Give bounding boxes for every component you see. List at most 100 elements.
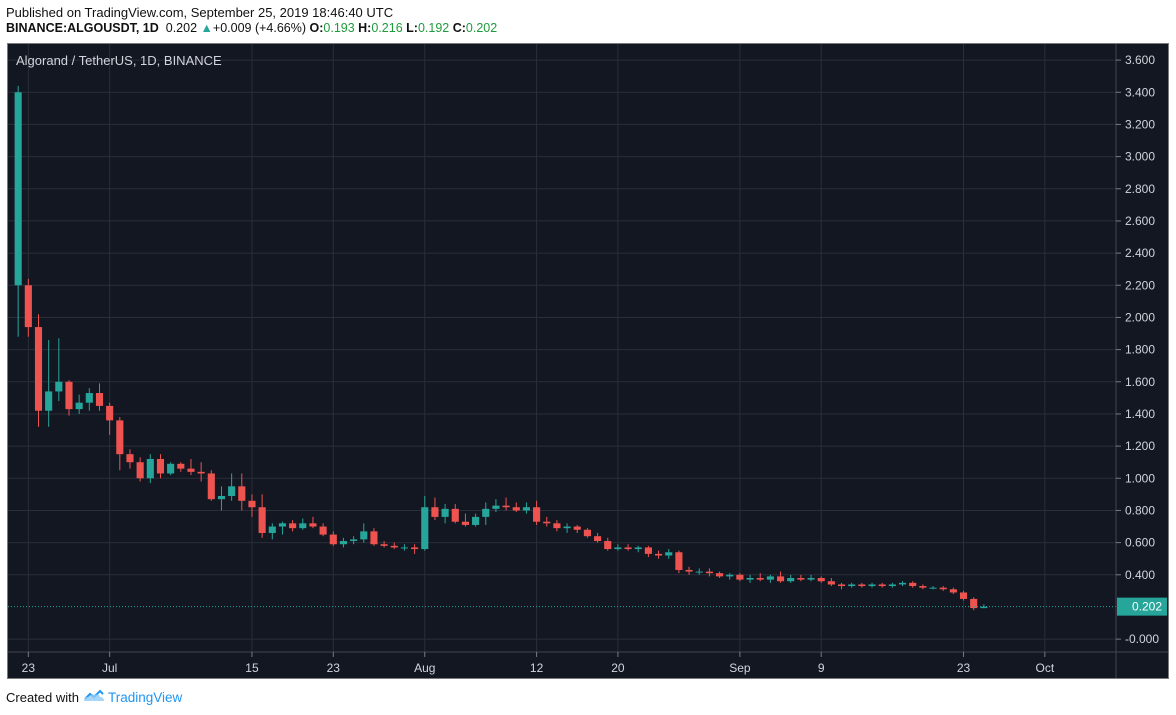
y-tick-label: 1.800: [1125, 343, 1155, 357]
candle-down: [716, 571, 724, 579]
candle-down: [644, 545, 652, 558]
candle-down: [594, 532, 602, 543]
candle-body: [329, 534, 337, 545]
tradingview-link[interactable]: TradingView: [107, 690, 183, 705]
candle-up: [45, 339, 53, 427]
candle-body: [380, 544, 388, 546]
candlestick-chart[interactable]: 3.600 3.400 3.200 3.000 2.800 2.600 2.400 2.200…: [8, 44, 1168, 678]
candle-body: [136, 462, 144, 479]
candle-down: [136, 457, 144, 482]
candle-down: [95, 383, 104, 411]
candle-body: [888, 584, 896, 587]
candle-down: [116, 417, 124, 471]
candle-down: [156, 454, 165, 479]
candle-body: [837, 584, 846, 587]
candle-down: [817, 576, 825, 583]
candle-down: [197, 462, 205, 482]
x-tick-label: 15: [245, 661, 259, 675]
candle-body: [644, 547, 652, 554]
candle-up: [898, 581, 907, 587]
candle-down: [675, 550, 683, 574]
candle-down: [776, 571, 785, 583]
candle-body: [248, 500, 256, 508]
candle-body: [339, 541, 348, 545]
candle-up: [787, 574, 795, 583]
close-label: C:: [452, 21, 466, 35]
candle-body: [746, 578, 754, 580]
candle-body: [278, 523, 287, 527]
candle-down: [858, 582, 866, 588]
x-tick-label: 23: [327, 661, 341, 675]
candle-up: [888, 582, 896, 588]
candle-down: [756, 573, 764, 582]
candle-body: [807, 578, 815, 580]
candle-body: [624, 547, 632, 550]
candle-body: [502, 505, 510, 508]
candle-up: [472, 513, 480, 527]
low-label: L:: [406, 21, 418, 35]
candle-up: [848, 582, 856, 588]
candle-body: [360, 531, 368, 540]
candle-body: [553, 523, 561, 529]
candle-down: [329, 531, 337, 546]
candle-body: [533, 507, 541, 522]
candle-down: [319, 523, 327, 537]
grid-lines: [8, 44, 1116, 652]
candle-body: [594, 536, 602, 542]
candles: [14, 85, 988, 611]
candle-down: [248, 494, 256, 517]
candle-body: [898, 582, 907, 585]
candle-body: [980, 606, 988, 609]
candle-up: [665, 549, 673, 559]
candle-down: [512, 502, 520, 513]
candle-body: [482, 508, 490, 517]
y-tick-label: 1.200: [1125, 439, 1155, 453]
candle-body: [14, 92, 22, 286]
candle-down: [685, 566, 693, 575]
time-axis[interactable]: 23 Jul 15 23 Aug 12 20 Sep 9 23 Oct: [22, 652, 1055, 675]
x-tick-label: 12: [530, 661, 544, 675]
candle-up: [441, 504, 449, 524]
candle-body: [939, 587, 947, 590]
candle-body: [634, 547, 642, 550]
candle-body: [258, 507, 266, 533]
candle-down: [411, 544, 419, 554]
open-label: O:: [309, 21, 324, 35]
y-tick-label: 2.200: [1125, 278, 1155, 292]
candle-up: [268, 523, 276, 540]
candle-body: [268, 526, 276, 533]
chart-title: Algorand / TetherUS, 1D, BINANCE: [16, 53, 222, 68]
candle-down: [451, 504, 459, 524]
candle-body: [177, 463, 185, 469]
candle-body: [512, 507, 520, 511]
candle-down: [909, 581, 917, 588]
change-up-arrow-icon: ▲: [200, 21, 213, 35]
candle-down: [24, 278, 32, 337]
y-tick-label: 3.200: [1125, 117, 1155, 131]
y-tick-label: 1.000: [1125, 471, 1155, 485]
price-axis[interactable]: 3.600 3.400 3.200 3.000 2.800 2.600 2.400 2.200…: [1116, 53, 1167, 646]
candle-body: [868, 584, 876, 587]
candle-body: [228, 486, 236, 496]
candle-body: [207, 473, 215, 500]
candle-down: [939, 586, 947, 591]
candle-down: [655, 550, 663, 559]
candle-up: [492, 499, 500, 513]
candle-body: [949, 589, 957, 593]
candle-down: [949, 587, 957, 595]
candle-body: [848, 584, 856, 587]
chart-frame[interactable]: 3.600 3.400 3.200 3.000 2.800 2.600 2.400 2.200…: [7, 43, 1169, 679]
candle-up: [695, 568, 703, 575]
candle-up: [339, 537, 348, 548]
candle-body: [970, 598, 978, 609]
candle-down: [837, 582, 846, 590]
candle-body: [573, 526, 581, 530]
created-with-text: Created with: [6, 690, 79, 705]
candle-body: [24, 285, 32, 328]
candle-body: [146, 458, 154, 479]
candle-down: [309, 516, 317, 529]
candle-down: [583, 528, 591, 538]
candle-body: [878, 584, 886, 587]
candle-body: [55, 381, 63, 392]
candle-down: [207, 470, 215, 501]
